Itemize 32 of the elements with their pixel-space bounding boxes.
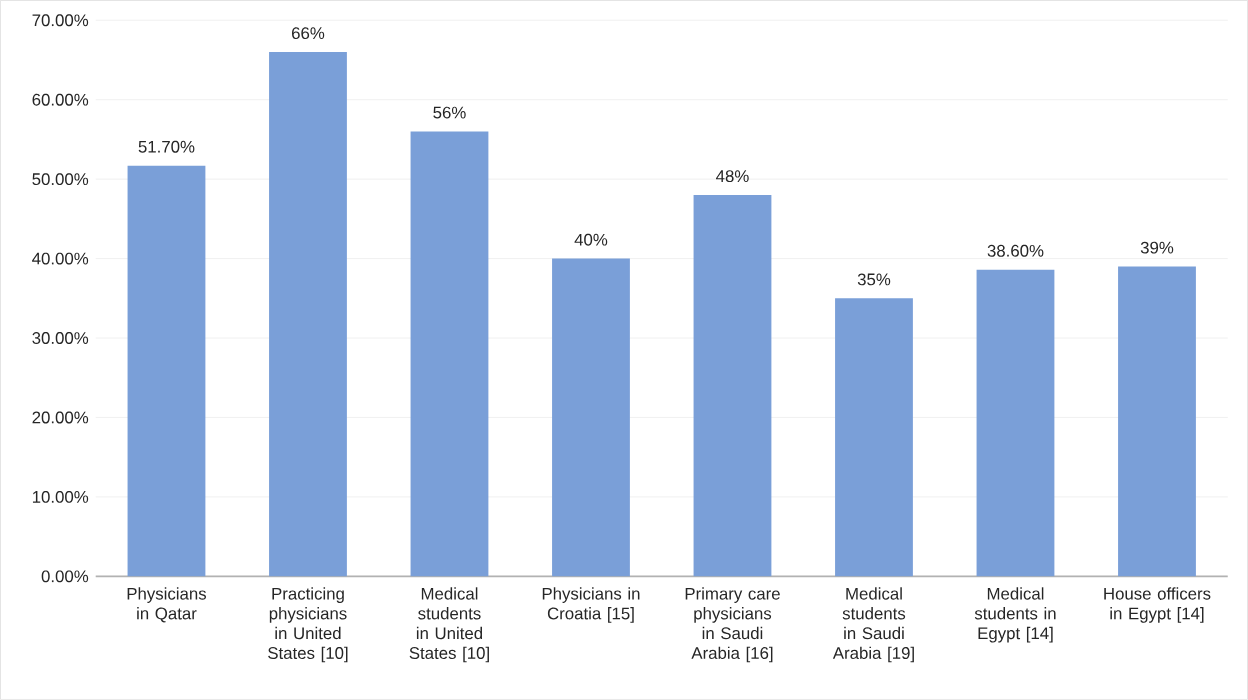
y-tick-label: 30.00%	[32, 332, 89, 345]
bar	[552, 258, 630, 577]
data-label: 40%	[574, 233, 608, 246]
bar	[976, 269, 1055, 577]
data-label: 66%	[292, 27, 325, 40]
data-label: 39%	[1140, 241, 1174, 254]
bar	[410, 131, 489, 577]
bar	[1118, 266, 1196, 577]
x-tick-label: Medical students in United States [10]	[409, 587, 489, 663]
data-label: 51.70%	[138, 140, 195, 153]
x-tick-label: Physicians in Qatar	[127, 587, 207, 623]
x-tick-label: House officers in Egypt [14]	[1104, 587, 1211, 623]
x-tick-label: Physicians in Croatia [15]	[542, 587, 640, 623]
y-tick-label: 50.00%	[32, 173, 89, 186]
bar	[269, 52, 347, 577]
data-label: 35%	[857, 273, 891, 286]
data-label: 48%	[716, 170, 749, 183]
y-tick-label: 40.00%	[32, 252, 89, 265]
bar	[693, 195, 772, 577]
x-tick-label: Primary care physicians in Saudi Arabia [16]	[685, 587, 780, 663]
y-tick-label: 70.00%	[32, 14, 89, 27]
x-tick-label: Medical students in Saudi Arabia [19]	[832, 587, 914, 663]
data-label: 56%	[433, 106, 466, 119]
y-tick-label: 60.00%	[32, 93, 89, 106]
x-tick-label: Medical students in Egypt [14]	[974, 587, 1056, 643]
data-label: 38.60%	[987, 244, 1044, 257]
bar	[835, 298, 913, 577]
y-tick-label: 20.00%	[32, 411, 89, 424]
y-tick-label: 10.00%	[32, 491, 89, 503]
y-tick-label: 0.00%	[41, 570, 89, 583]
x-tick-label: Practicing physicians in United States [10]	[268, 587, 348, 663]
bar	[127, 165, 206, 577]
